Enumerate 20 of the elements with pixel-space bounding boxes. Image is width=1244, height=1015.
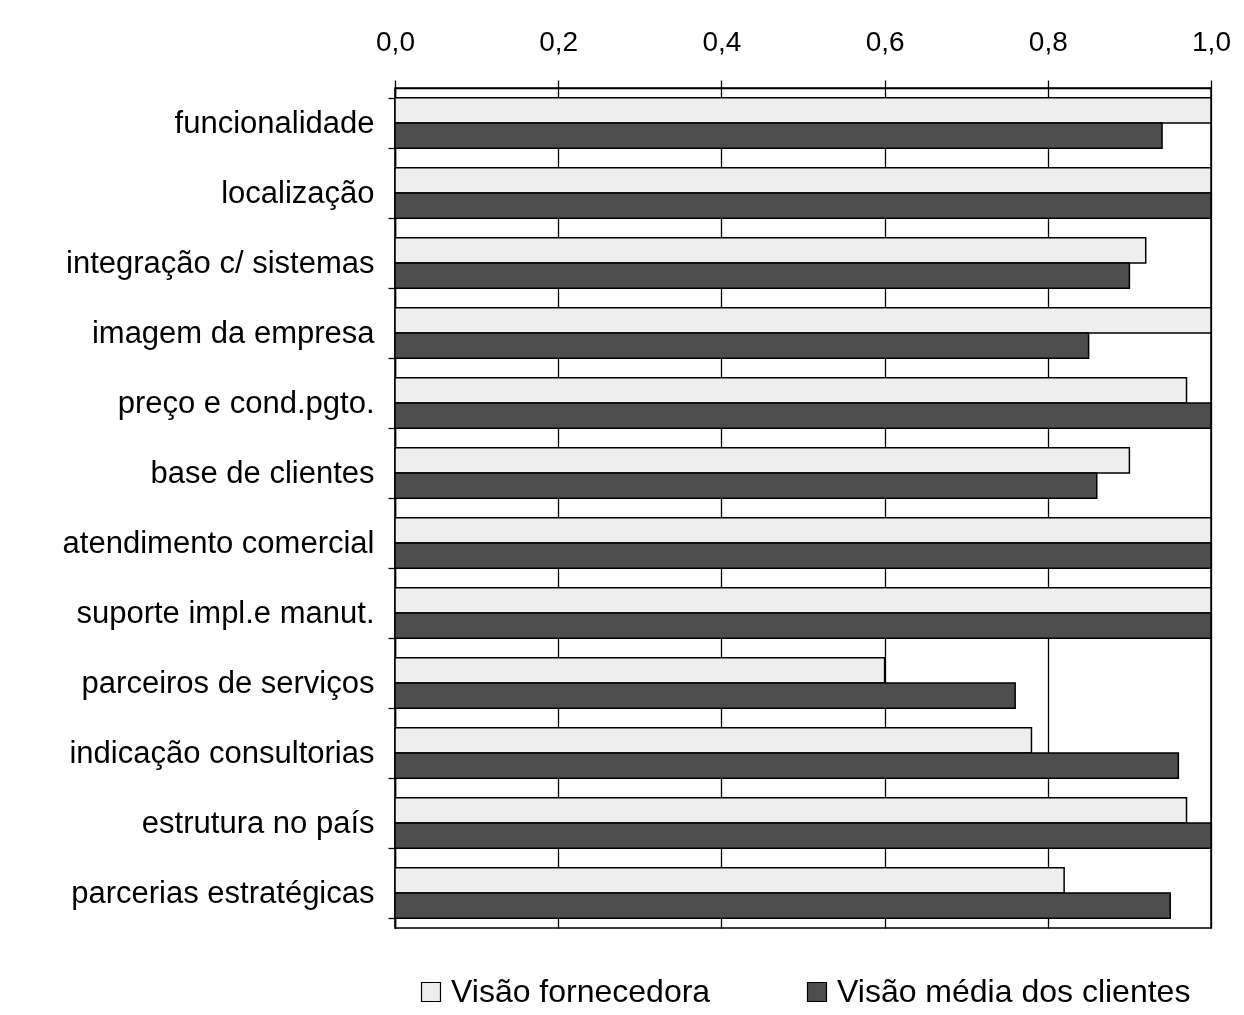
x-tick-label: 0,0 xyxy=(376,25,415,57)
y-tick-label: parcerias estratégicas xyxy=(71,874,375,910)
y-tick-label: base de clientes xyxy=(150,454,375,490)
x-tick-label: 0,6 xyxy=(865,25,905,57)
y-tick-label: integração c/ sistemas xyxy=(66,244,375,280)
y-tick-label: preço e cond.pgto. xyxy=(117,384,375,420)
x-tick-label: 0,4 xyxy=(702,25,742,57)
y-tick-label: suporte impl.e manut. xyxy=(76,594,375,630)
y-tick-label: atendimento comercial xyxy=(62,524,375,560)
y-tick-label: localização xyxy=(221,174,375,210)
y-tick-label: indicação consultorias xyxy=(69,734,375,770)
legend-label: Visão fornecedora xyxy=(451,973,711,1009)
y-tick-label: estrutura no país xyxy=(141,804,375,840)
y-tick-label: parceiros de serviços xyxy=(81,664,375,700)
y-tick-label: funcionalidade xyxy=(174,104,375,140)
x-tick-label: 0,2 xyxy=(539,25,579,57)
legend-label: Visão média dos clientes xyxy=(837,973,1191,1009)
x-tick-label: 1,0 xyxy=(1192,25,1231,57)
y-tick-label: imagem da empresa xyxy=(91,314,376,350)
x-tick-label: 0,8 xyxy=(1028,25,1068,57)
